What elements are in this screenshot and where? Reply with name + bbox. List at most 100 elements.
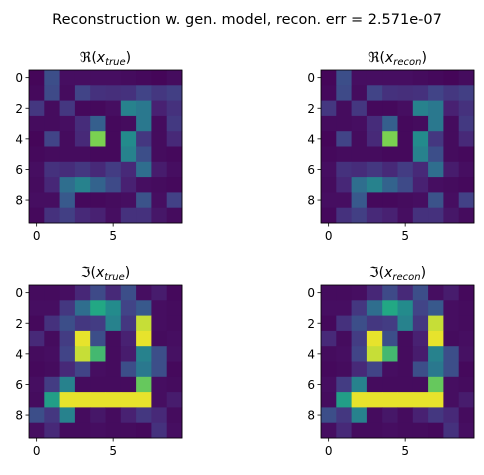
heatmap-cell — [74, 422, 91, 439]
heatmap-cell — [136, 177, 152, 193]
heatmap-cell — [136, 285, 152, 301]
heatmap-cell — [428, 330, 444, 347]
heatmap-cell — [321, 100, 337, 117]
panel-imag-recon: ℑ(xrecon) 0 2 4 6 8 0 5 — [307, 265, 475, 458]
heatmap-cell — [136, 346, 152, 362]
heatmap-cell — [382, 131, 398, 147]
heatmap-cell — [458, 177, 475, 193]
heatmap-cell — [351, 115, 368, 132]
heatmap-cell — [120, 392, 137, 408]
heatmap-cell — [59, 315, 76, 332]
heatmap-cell — [59, 85, 76, 101]
heatmap-cell — [366, 346, 383, 362]
heatmap-cell — [428, 131, 444, 147]
heatmap-cell — [428, 70, 444, 86]
heatmap-cell — [90, 300, 106, 316]
heatmap-cell — [397, 131, 414, 147]
heatmap-cell — [44, 376, 60, 393]
heatmap-cell — [321, 131, 337, 147]
heatmap-cell — [366, 85, 383, 101]
heatmap-cell — [166, 146, 183, 163]
heatmap-cell — [166, 361, 183, 378]
heatmap-cell — [397, 161, 414, 178]
heatmap-cell — [105, 115, 122, 132]
heatmap-cell — [166, 300, 183, 316]
heatmap-cell — [366, 285, 383, 301]
heatmap-cell — [90, 422, 106, 439]
heatmap-cell — [458, 361, 475, 378]
heatmap-cell — [90, 131, 106, 147]
heatmap-cell — [74, 85, 91, 101]
heatmap-cell — [443, 146, 460, 163]
heatmap-cell — [136, 330, 152, 347]
heatmap-cell — [120, 422, 137, 439]
heatmap-cell — [151, 315, 168, 332]
heatmap-cell — [74, 361, 91, 378]
heatmap-cell — [336, 315, 352, 332]
heatmap-cell — [443, 330, 460, 347]
heatmap-cell — [120, 285, 137, 301]
heatmap-cell — [59, 361, 76, 378]
heatmap-cell — [120, 192, 137, 209]
heatmap-cell — [105, 315, 122, 332]
heatmap-cell — [382, 361, 398, 378]
heatmap-cell — [105, 207, 122, 224]
heatmap-cell — [351, 161, 368, 178]
heatmap-cell — [382, 422, 398, 439]
heatmap-cell — [382, 300, 398, 316]
heatmap-cell — [105, 146, 122, 163]
heatmap-cell — [428, 392, 444, 408]
heatmap-cell — [151, 207, 168, 224]
heatmap-cell — [428, 407, 444, 424]
heatmap-cell — [90, 330, 106, 347]
heatmap-cell — [120, 407, 137, 424]
heatmap-cell — [44, 100, 60, 117]
heatmap-cell — [105, 300, 122, 316]
heatmap-cell — [90, 161, 106, 178]
heatmap-cell — [366, 330, 383, 347]
heatmap-cell — [351, 315, 368, 332]
heatmap-cell — [59, 146, 76, 163]
heatmap-cell — [321, 376, 337, 393]
heatmap-cell — [44, 161, 60, 178]
axes-frame — [320, 69, 475, 224]
heatmap-cell — [90, 177, 106, 193]
heatmap-cell — [382, 392, 398, 408]
heatmap-cell — [397, 422, 414, 439]
heatmap-cell — [120, 161, 137, 178]
heatmap-cell — [151, 422, 168, 439]
heatmap-cell — [136, 376, 152, 393]
heatmap-cell — [382, 115, 398, 132]
heatmap-cell — [29, 161, 45, 178]
heatmap-cell — [136, 131, 152, 147]
heatmap-cell — [74, 330, 91, 347]
x-tick-label: 0 — [325, 229, 333, 243]
heatmap-cell — [44, 85, 60, 101]
heatmap-cell — [412, 285, 429, 301]
heatmap-cell — [44, 146, 60, 163]
x-tick-label: 5 — [401, 444, 409, 458]
y-tick-label: 4 — [15, 347, 23, 361]
heatmap-cell — [336, 300, 352, 316]
heatmap-cell — [136, 161, 152, 178]
heatmap-cell — [366, 131, 383, 147]
heatmap-cell — [90, 361, 106, 378]
heatmap-cell — [397, 407, 414, 424]
heatmap-cell — [458, 376, 475, 393]
heatmap-cell — [351, 300, 368, 316]
heatmap-cell — [59, 70, 76, 86]
heatmap-cell — [74, 100, 91, 117]
heatmap-cell — [105, 361, 122, 378]
heatmap-cell — [44, 422, 60, 439]
heatmap-cell — [136, 392, 152, 408]
heatmap-cell — [151, 100, 168, 117]
heatmap-cell — [59, 285, 76, 301]
axes-frame — [28, 284, 183, 439]
heatmap-cell — [151, 361, 168, 378]
heatmap-cell — [458, 85, 475, 101]
heatmap-cell — [59, 131, 76, 147]
heatmap-cell — [29, 115, 45, 132]
heatmap-cell — [351, 285, 368, 301]
heatmap-cell — [321, 330, 337, 347]
